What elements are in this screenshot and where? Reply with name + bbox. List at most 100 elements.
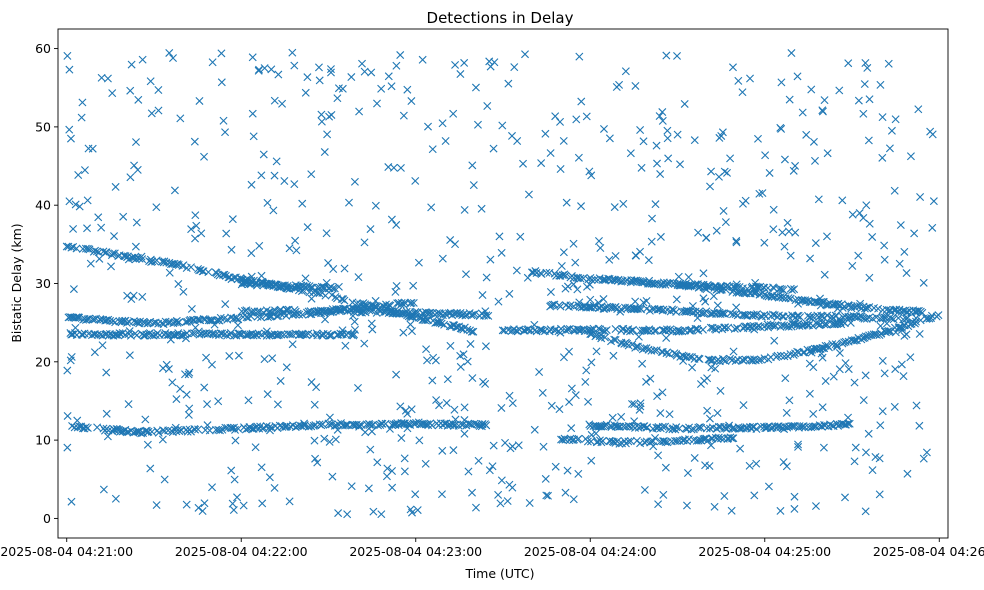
data-point [811,239,820,248]
data-point [435,401,444,410]
data-point [833,341,842,350]
data-point [118,316,127,325]
data-point [172,316,181,325]
data-point [459,350,468,359]
data-point [365,420,374,429]
data-point [882,319,891,328]
data-point [731,310,740,319]
data-point [203,421,212,430]
data-point [662,51,671,60]
x-tick-label: 2025-08-04 04:21:00 [0,544,133,559]
data-point [471,503,480,512]
data-point [437,317,446,326]
data-point [409,281,418,290]
data-point [132,331,141,340]
data-point [266,426,274,435]
data-point [741,311,750,320]
data-point [218,270,227,279]
data-point [278,99,287,108]
data-point [460,403,469,412]
data-point [919,454,928,463]
data-point [154,428,163,437]
data-point [334,282,343,291]
data-point [656,409,665,418]
data-point [182,500,191,509]
data-point [800,423,809,432]
data-point [460,416,469,425]
data-point [637,278,646,287]
data-point [697,309,706,318]
data-point [794,299,803,308]
data-point [264,308,273,317]
data-point [257,271,266,280]
data-point [108,89,117,98]
data-point [791,161,800,170]
data-point [217,49,226,58]
data-point [864,429,873,438]
data-point [587,430,596,439]
data-point [576,274,585,283]
data-point [653,159,662,168]
data-point [776,123,785,132]
data-point [729,310,738,319]
data-point [147,258,156,267]
data-point [658,388,667,397]
data-point [718,128,727,137]
data-point [878,356,887,365]
data-point [736,444,745,453]
data-point [449,446,458,455]
data-point [147,427,156,436]
data-point [791,228,800,237]
data-point [303,223,312,232]
data-point [780,155,789,164]
data-point [226,423,235,432]
data-point [451,240,460,249]
data-point [99,247,108,256]
data-point [181,334,190,343]
data-point [65,197,74,206]
data-point [83,224,92,233]
data-point [506,444,515,453]
data-point [525,499,534,507]
data-point [629,325,638,334]
data-point [652,326,661,335]
data-point [484,311,493,320]
data-point [191,211,200,220]
data-point [523,273,532,282]
data-point [817,349,826,358]
data-point [132,218,141,227]
data-point [723,168,731,177]
data-point [754,134,762,143]
data-point [712,226,721,235]
data-point [673,51,682,60]
data-point [845,419,854,428]
data-point [194,315,203,324]
data-point [868,466,877,475]
data-point [530,320,539,329]
data-point [347,330,356,339]
data-point [125,327,134,336]
data-point [449,109,458,118]
data-point [208,58,217,67]
data-point [80,166,89,175]
data-point [301,274,310,283]
data-point [851,443,860,452]
data-point [71,200,80,209]
data-point [396,51,405,60]
data-point [106,316,115,325]
data-point [841,337,850,346]
data-point [841,493,849,502]
data-point [750,325,759,334]
data-point [685,326,694,335]
data-point [280,177,289,185]
data-point [894,313,903,322]
data-point [776,506,785,515]
data-point [587,456,596,465]
data-point [897,360,906,369]
data-point [721,323,730,332]
data-point [448,420,457,429]
data-point [136,317,145,326]
data-point [682,501,691,510]
data-point [823,149,832,158]
data-point [702,233,711,242]
